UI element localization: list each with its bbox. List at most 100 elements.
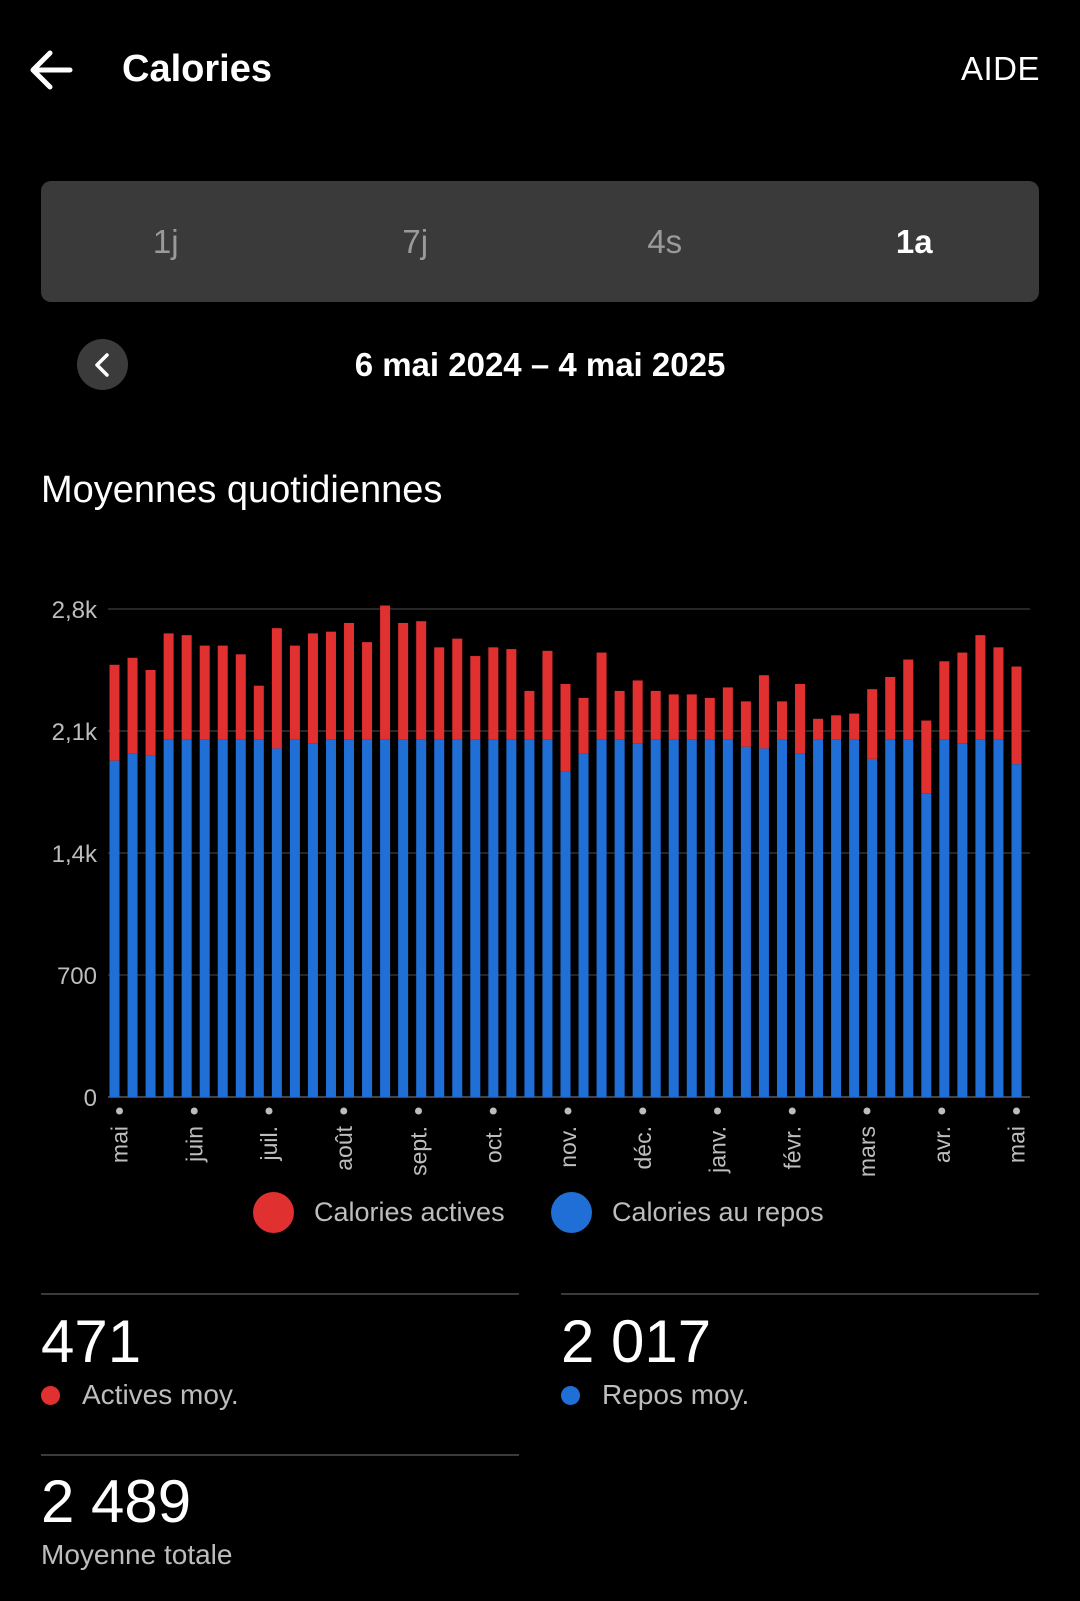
active-average-row: Actives moy. [41, 1377, 239, 1413]
bar-active [849, 713, 860, 740]
month-marker [938, 1107, 946, 1115]
bar-active [903, 659, 914, 740]
bar-active [578, 697, 589, 754]
bar-active [325, 631, 336, 740]
bar-resting [939, 739, 950, 1097]
bar-active [163, 633, 174, 740]
tab-4-weeks[interactable]: 4s [647, 222, 683, 260]
legend-item-resting: Calories au repos [551, 1188, 824, 1236]
bar-resting [488, 739, 499, 1097]
bar-active [722, 687, 733, 740]
bar-resting [289, 739, 300, 1097]
bar-active [885, 676, 896, 740]
bar-active [109, 664, 120, 761]
bar-active [704, 697, 715, 740]
bar-active [596, 652, 607, 740]
x-month-label: mai [107, 1126, 133, 1163]
back-button[interactable] [22, 40, 82, 100]
total-average-value: 2 489 [41, 1468, 192, 1535]
bar-resting [704, 739, 715, 1097]
chevron-left-icon [94, 352, 109, 377]
resting-average-label: Repos moy. [602, 1379, 750, 1410]
tab-7-days[interactable]: 7j [402, 222, 429, 260]
legend-label: Calories au repos [612, 1196, 824, 1227]
resting-average-row: Repos moy. [561, 1377, 749, 1413]
x-month-label: avr. [929, 1126, 955, 1163]
chart-title: Moyennes quotidiennes [41, 469, 443, 511]
month-marker [788, 1107, 796, 1115]
help-button[interactable]: AIDE [960, 50, 1040, 87]
month-marker [190, 1107, 198, 1115]
bar-active [217, 645, 228, 740]
tab-1-year[interactable]: 1a [895, 222, 933, 260]
bar-active [488, 647, 499, 740]
bar-resting [578, 753, 589, 1097]
bar-resting [849, 739, 860, 1097]
x-month-label: mars [854, 1126, 880, 1177]
divider [41, 1454, 519, 1456]
bar-resting [199, 739, 210, 1097]
previous-period-button[interactable] [77, 339, 128, 390]
month-marker [415, 1107, 422, 1115]
bar-resting [993, 739, 1004, 1097]
total-average-label: Moyenne totale [41, 1539, 233, 1570]
x-month-label: juil. [256, 1126, 282, 1162]
bar-active [344, 622, 355, 740]
bar-active [470, 656, 481, 740]
bar-resting [325, 739, 336, 1097]
y-tick-label: 2,1k [52, 719, 98, 746]
tab-1-day[interactable]: 1j [152, 222, 179, 260]
bar-active [758, 675, 769, 749]
bar-active [668, 694, 679, 740]
bar-resting [344, 739, 355, 1097]
bar-active [398, 622, 409, 740]
month-marker [489, 1107, 497, 1115]
bar-resting [470, 739, 481, 1097]
chart-bars [109, 605, 1022, 1097]
x-month-label: sept. [406, 1126, 432, 1176]
bar-resting [885, 739, 896, 1097]
bar-active [542, 650, 553, 740]
bar-active [740, 701, 751, 747]
resting-average-value: 2 017 [561, 1308, 712, 1375]
x-month-label: mai [1004, 1126, 1030, 1163]
bar-resting [271, 748, 282, 1097]
month-marker [863, 1107, 871, 1115]
bar-active [289, 645, 300, 740]
bar-resting [1011, 764, 1022, 1097]
bar-resting [740, 746, 751, 1097]
bar-active [921, 720, 932, 794]
legend-item-active: Calories actives [253, 1188, 505, 1236]
bar-resting [307, 743, 318, 1097]
resting-color-dot [551, 1191, 592, 1233]
bar-resting [109, 760, 120, 1097]
bar-resting [362, 739, 373, 1097]
active-color-dot [253, 1191, 294, 1233]
bar-active [524, 690, 535, 740]
bar-resting [632, 743, 643, 1097]
month-marker [1013, 1107, 1020, 1115]
divider [41, 1293, 519, 1295]
bar-resting [434, 739, 445, 1097]
y-tick-label: 700 [57, 963, 97, 990]
x-month-label: août [331, 1125, 357, 1170]
bar-resting [506, 739, 517, 1097]
stat-resting: 2 017 Repos moy. [561, 1307, 749, 1413]
y-axis-labels: 0 700 1,4k 2,1k 2,8k [52, 597, 98, 1112]
bar-active [307, 633, 318, 744]
bar-active [560, 683, 571, 772]
month-marker [340, 1107, 348, 1115]
bar-resting [614, 739, 625, 1097]
x-month-label: févr. [779, 1126, 805, 1169]
bar-resting [686, 739, 697, 1097]
bar-resting [975, 739, 986, 1097]
bar-active [416, 621, 427, 740]
y-tick-label: 1,4k [52, 841, 98, 868]
legend-label: Calories actives [314, 1196, 505, 1227]
bar-active [181, 635, 192, 740]
calories-chart: 0 700 1,4k 2,1k 2,8k mai juin juil. août sept. oc… [52, 597, 1030, 1177]
x-month-label: oct. [480, 1126, 506, 1163]
bar-resting [813, 739, 824, 1097]
bar-resting [524, 739, 535, 1097]
bar-resting [127, 753, 138, 1097]
